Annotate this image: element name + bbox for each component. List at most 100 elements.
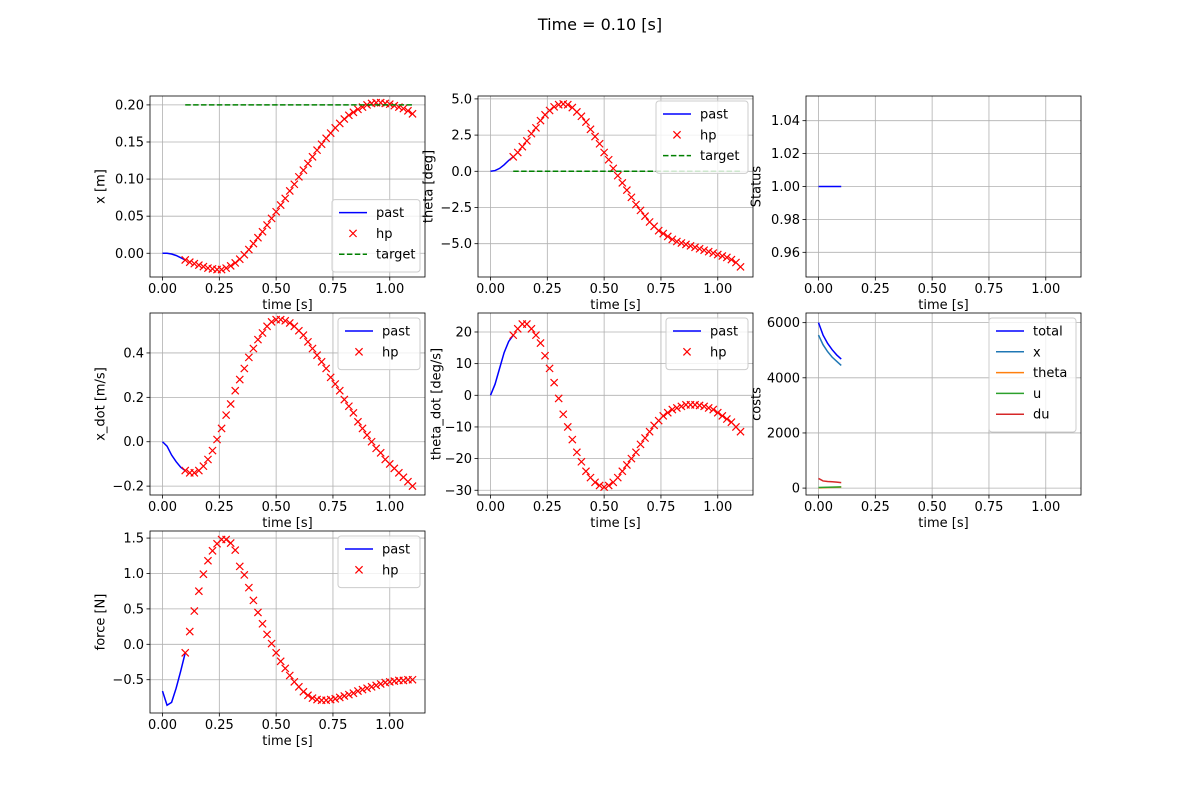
legend-label: past xyxy=(700,108,728,123)
y-axis-label: Status xyxy=(749,166,764,208)
hp-marker xyxy=(536,116,545,125)
hp-marker xyxy=(281,316,290,325)
hp-marker xyxy=(363,431,372,440)
axes-force: 0.00 0.25 0.50 0.75 1.00 −0.5 0.0 0.5 1.0 1.5 time… xyxy=(93,530,426,749)
y-tick-label: 0.98 xyxy=(771,213,800,228)
hp-marker xyxy=(522,136,531,145)
y-tick-label: −0.5 xyxy=(112,673,144,688)
hp-marker xyxy=(686,241,695,250)
hp-marker xyxy=(303,159,312,168)
legend-label: hp xyxy=(376,227,393,242)
series-du-line xyxy=(818,477,842,484)
hp-marker xyxy=(408,482,417,491)
series-group xyxy=(489,320,745,492)
hp-marker xyxy=(358,685,367,694)
hp-marker xyxy=(704,403,713,412)
hp-marker xyxy=(303,337,312,346)
axes-layer: 0.00 0.25 0.50 0.75 1.000.000.050.100.150.20… xyxy=(93,92,1082,749)
hp-marker xyxy=(577,112,586,121)
hp-marker xyxy=(353,105,362,114)
y-tick-label: 0.4 xyxy=(123,346,144,361)
x-axis-label: time [s] xyxy=(918,516,968,531)
hp-marker xyxy=(190,259,199,268)
hp-marker xyxy=(222,264,231,273)
hp-marker xyxy=(276,201,285,210)
hp-marker xyxy=(335,693,344,702)
hp-marker xyxy=(668,405,677,414)
y-tick-label: 4000 xyxy=(767,371,800,386)
hp-marker xyxy=(736,427,745,436)
hp-marker xyxy=(718,411,727,420)
y-tick-label: 0.0 xyxy=(451,165,472,180)
x-axis-label: time [s] xyxy=(262,516,312,531)
hp-marker xyxy=(244,583,253,592)
hp-marker xyxy=(563,100,572,109)
hp-marker xyxy=(203,455,212,464)
x-tick-label: 1.00 xyxy=(1031,282,1060,297)
hp-marker xyxy=(331,379,340,389)
hp-marker xyxy=(290,180,299,189)
legend-marker xyxy=(354,347,364,356)
x-axis-label: time [s] xyxy=(262,734,312,749)
series-group xyxy=(162,98,417,274)
hp-marker xyxy=(358,424,367,433)
hp-marker xyxy=(663,408,672,417)
axes-frame xyxy=(149,530,426,714)
hp-marker xyxy=(372,681,381,690)
hp-marker xyxy=(618,178,627,187)
hp-marker xyxy=(518,142,527,151)
axes-x-dot: 0.00 0.25 0.50 0.75 1.00 −0.2 0.0 0.2 0.4 time [s… xyxy=(93,312,426,531)
hp-marker xyxy=(403,106,412,115)
hp-marker xyxy=(299,687,308,696)
y-tick-label: −20 xyxy=(445,452,472,467)
hp-marker xyxy=(317,357,326,366)
hp-marker xyxy=(654,226,663,235)
hp-marker xyxy=(249,239,258,248)
hp-marker xyxy=(226,539,235,548)
hp-marker xyxy=(709,405,718,414)
x-tick-label: 0.00 xyxy=(476,282,505,297)
hp-marker xyxy=(399,104,408,113)
legend-label: u xyxy=(1033,387,1041,402)
hp-marker xyxy=(631,448,640,457)
legend-entry-past: past xyxy=(663,108,728,123)
hp-marker xyxy=(677,238,686,247)
hp-marker xyxy=(595,139,604,148)
hp-marker xyxy=(627,454,636,463)
x-tick-label: 0.25 xyxy=(205,718,234,733)
hp-marker xyxy=(618,467,627,476)
hp-marker xyxy=(513,148,522,157)
legend-entry-hp: hp xyxy=(354,345,399,360)
hp-marker xyxy=(367,437,376,446)
hp-marker xyxy=(299,331,308,340)
hp-marker xyxy=(641,212,650,221)
x-tick-label: 0.25 xyxy=(861,500,890,515)
hp-marker xyxy=(622,186,631,195)
legend-label: x xyxy=(1033,345,1041,360)
hp-marker xyxy=(645,427,654,436)
hp-marker xyxy=(700,402,709,411)
hp-marker xyxy=(235,562,244,571)
hp-marker xyxy=(258,227,267,236)
hp-marker xyxy=(367,682,376,691)
hp-marker xyxy=(672,403,681,412)
y-tick-label: 1.00 xyxy=(771,180,800,195)
legend-marker xyxy=(682,347,692,356)
hp-marker xyxy=(581,467,590,476)
hp-marker xyxy=(244,353,253,362)
hp-marker xyxy=(208,546,217,555)
legend-entry-theta: theta xyxy=(996,366,1067,381)
hp-marker xyxy=(572,448,581,457)
hp-marker xyxy=(281,194,290,203)
series-group xyxy=(161,535,417,707)
hp-marker xyxy=(604,481,613,490)
y-axis-label: x_dot [m/s] xyxy=(93,367,108,441)
legend-entry-past: past xyxy=(345,543,410,558)
series-past-line xyxy=(161,652,186,707)
x-tick-label: 0.75 xyxy=(974,282,1003,297)
hp-marker xyxy=(554,394,563,403)
legend: past hp target xyxy=(331,199,421,273)
series-hp xyxy=(509,320,745,492)
hp-marker xyxy=(267,317,276,326)
hp-marker xyxy=(253,233,262,242)
